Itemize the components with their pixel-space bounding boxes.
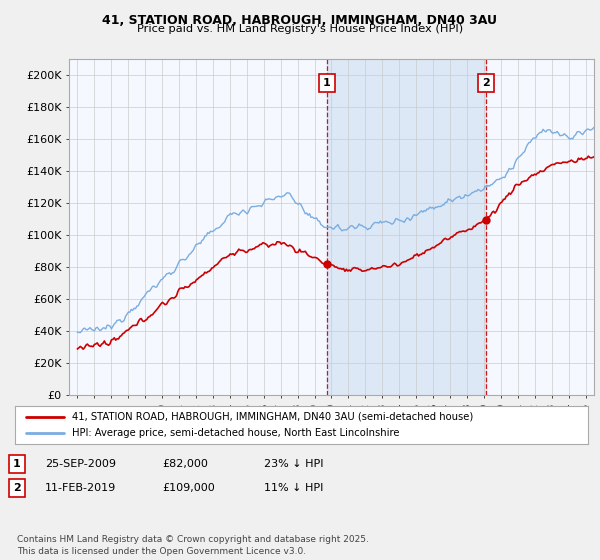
Text: 11-FEB-2019: 11-FEB-2019 <box>45 483 116 493</box>
Text: 41, STATION ROAD, HABROUGH, IMMINGHAM, DN40 3AU: 41, STATION ROAD, HABROUGH, IMMINGHAM, D… <box>103 14 497 27</box>
Text: 41, STATION ROAD, HABROUGH, IMMINGHAM, DN40 3AU (semi-detached house): 41, STATION ROAD, HABROUGH, IMMINGHAM, D… <box>73 412 473 422</box>
Text: 1: 1 <box>13 459 20 469</box>
Text: 2: 2 <box>13 483 20 493</box>
Text: 1: 1 <box>323 78 331 88</box>
Text: 2: 2 <box>482 78 490 88</box>
Bar <box>327 59 486 395</box>
Text: Price paid vs. HM Land Registry's House Price Index (HPI): Price paid vs. HM Land Registry's House … <box>137 24 463 34</box>
Text: HPI: Average price, semi-detached house, North East Lincolnshire: HPI: Average price, semi-detached house,… <box>73 428 400 438</box>
Text: 23% ↓ HPI: 23% ↓ HPI <box>264 459 323 469</box>
Text: 25-SEP-2009: 25-SEP-2009 <box>45 459 116 469</box>
Text: 11% ↓ HPI: 11% ↓ HPI <box>264 483 323 493</box>
Text: £82,000: £82,000 <box>162 459 208 469</box>
Text: Contains HM Land Registry data © Crown copyright and database right 2025.
This d: Contains HM Land Registry data © Crown c… <box>17 535 368 556</box>
Text: £109,000: £109,000 <box>162 483 215 493</box>
